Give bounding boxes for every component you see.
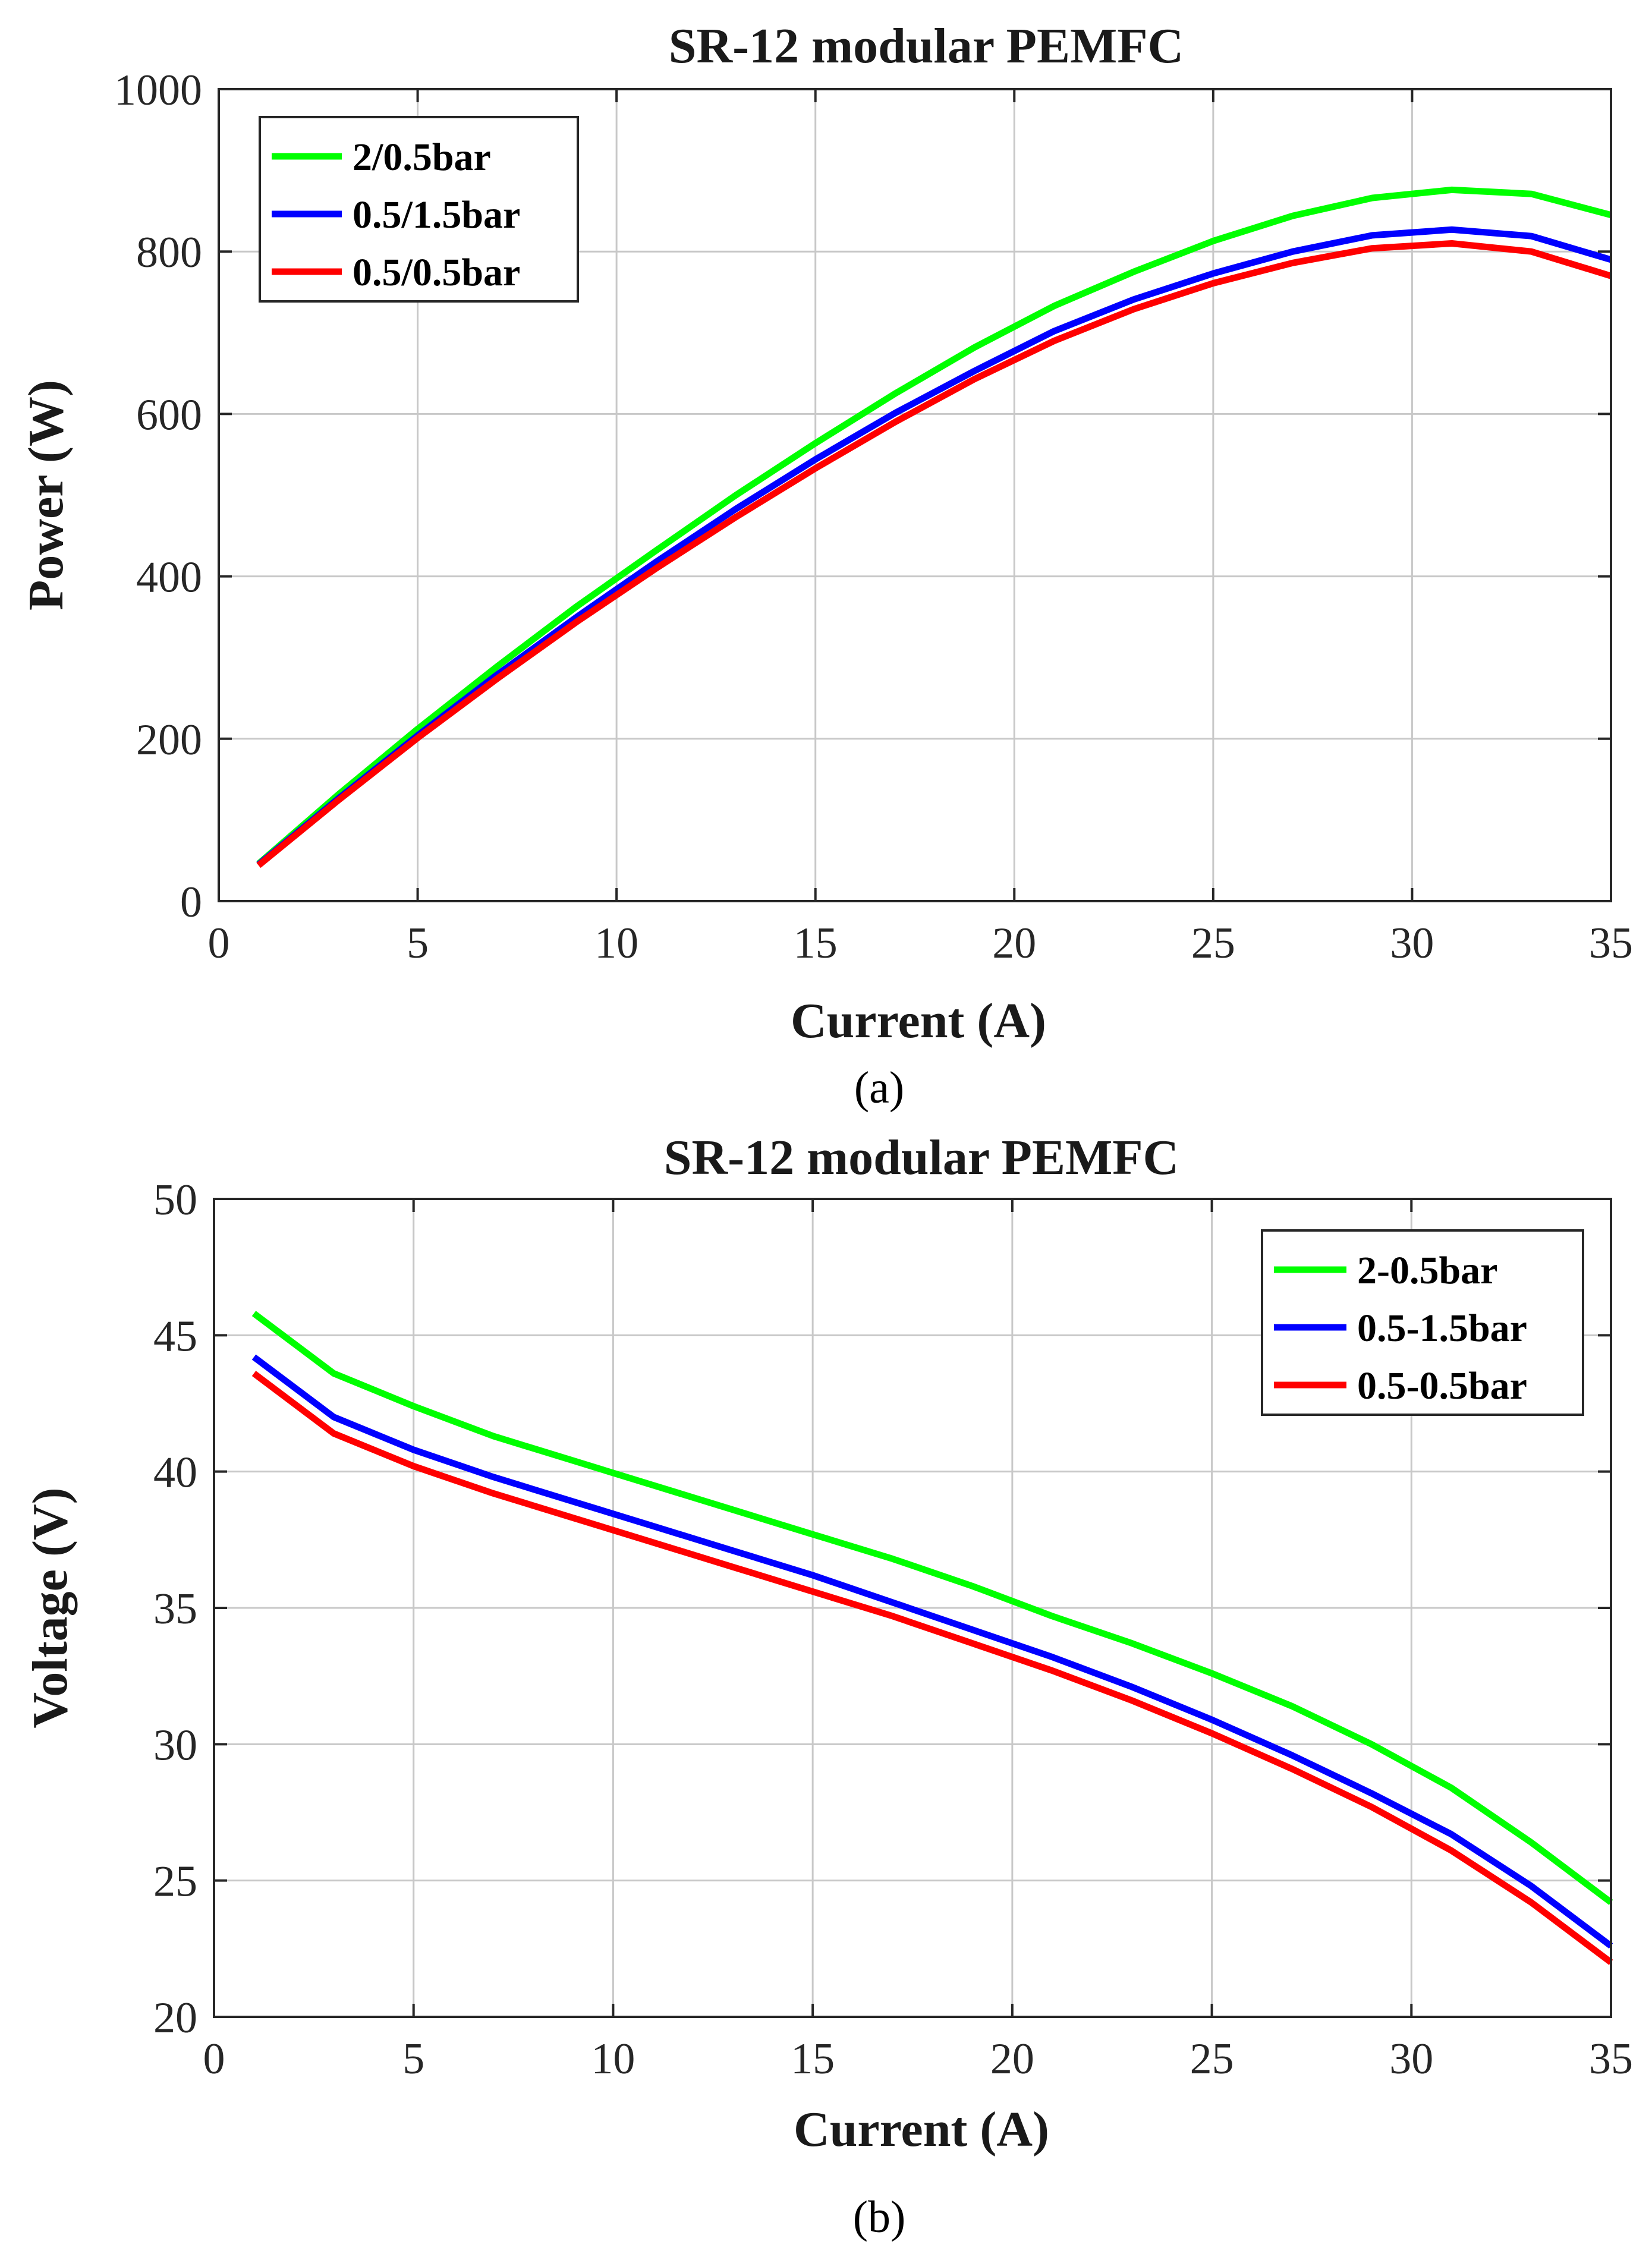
chart-b-title: SR-12 modular PEMFC [664, 1130, 1179, 1185]
y-tick-label: 45 [153, 1312, 197, 1361]
y-tick-label: 50 [153, 1176, 197, 1224]
chart-a-frame [218, 88, 1612, 902]
y-tick-label: 0 [180, 878, 202, 927]
chart-b-ticks: 0 5 10 15 20 25 30 35 20 25 30 35 40 45 50 [153, 1176, 1633, 2083]
x-tick-label: 30 [1390, 919, 1434, 968]
legend-label: 2-0.5bar [1357, 1249, 1497, 1292]
x-tick-label: 20 [992, 919, 1036, 968]
chart-b: SR-12 modular PEMFC 0 5 10 15 20 25 30 35 20 25 30… [23, 1130, 1633, 2242]
chart-a-y-axis-label: Power (W) [18, 380, 74, 610]
series-line-2 [251, 1354, 1613, 1949]
y-tick-label: 25 [153, 1858, 197, 1906]
chart-a: SR-12 modular PEMFC 0 5 10 15 20 25 30 35 0 200 40… [18, 18, 1633, 1113]
x-tick-label: 15 [794, 919, 838, 968]
x-tick-label: 30 [1389, 2035, 1433, 2083]
series-line-3 [256, 240, 1612, 868]
y-tick-label: 200 [136, 716, 202, 764]
x-tick-label: 25 [1190, 2035, 1234, 2083]
chart-b-x-axis-label: Current (A) [794, 2102, 1049, 2157]
chart-b-y-axis-label: Voltage (V) [23, 1487, 78, 1728]
x-tick-label: 20 [990, 2035, 1034, 2083]
x-tick-label: 35 [1589, 919, 1633, 968]
x-tick-label: 0 [203, 2035, 225, 2083]
y-tick-label: 1000 [114, 66, 202, 115]
legend-label: 0.5-1.5bar [1357, 1307, 1527, 1350]
legend-label: 0.5-0.5bar [1357, 1364, 1527, 1408]
y-tick-label: 400 [136, 553, 202, 602]
y-tick-label: 30 [153, 1721, 197, 1770]
x-tick-label: 10 [591, 2035, 635, 2083]
chart-a-legend: 2/0.5bar 0.5/1.5bar 0.5/0.5bar [259, 116, 579, 303]
legend-label: 0.5/0.5bar [353, 251, 520, 294]
series-line-1 [256, 186, 1612, 867]
x-tick-label: 15 [791, 2035, 835, 2083]
y-tick-label: 20 [153, 1994, 197, 2042]
chart-a-grid [219, 89, 1611, 901]
legend-label: 0.5/1.5bar [353, 193, 520, 237]
y-tick-label: 600 [136, 391, 202, 439]
x-tick-label: 35 [1589, 2035, 1633, 2083]
chart-b-panel-caption: (b) [853, 2192, 906, 2242]
chart-a-series [256, 186, 1612, 868]
series-line-3 [251, 1371, 1613, 1965]
y-tick-label: 40 [153, 1449, 197, 1497]
x-tick-label: 25 [1191, 919, 1235, 968]
x-tick-label: 10 [594, 919, 638, 968]
y-tick-label: 800 [136, 228, 202, 277]
chart-b-series [251, 1311, 1613, 1965]
x-tick-label: 0 [208, 919, 230, 968]
series-line-1 [251, 1311, 1613, 1905]
chart-b-legend: 2-0.5bar 0.5-1.5bar 0.5-0.5bar [1261, 1229, 1584, 1416]
x-tick-label: 5 [407, 919, 429, 968]
y-tick-label: 35 [153, 1585, 197, 1633]
x-tick-label: 5 [402, 2035, 424, 2083]
chart-a-ticks: 0 5 10 15 20 25 30 35 0 200 400 600 800 1000 [114, 66, 1633, 968]
chart-a-panel-caption: (a) [854, 1063, 904, 1113]
chart-a-title: SR-12 modular PEMFC [669, 18, 1184, 74]
legend-label: 2/0.5bar [353, 136, 491, 179]
chart-a-x-axis-label: Current (A) [791, 993, 1046, 1049]
